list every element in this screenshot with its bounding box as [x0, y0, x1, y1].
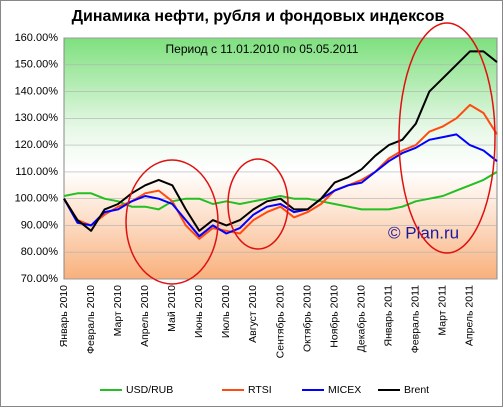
x-tick-label: Июль 2010 — [220, 285, 232, 338]
series-line — [63, 50, 498, 232]
highlight-ellipse — [398, 22, 496, 254]
x-tick-label: Декабрь 2010 — [355, 285, 367, 352]
x-tick-label: Август 2010 — [247, 285, 259, 343]
x-tick-label: Апрель 2011 — [464, 285, 476, 346]
y-tick-label: 70.00% — [21, 273, 59, 285]
legend-label: RTSI — [248, 384, 272, 396]
x-tick-label: Март 2010 — [112, 285, 124, 337]
y-tick-label: 150.00% — [15, 59, 59, 71]
x-tick-label: Ноябрь 2010 — [328, 285, 340, 348]
y-tick-label: 80.00% — [21, 246, 59, 258]
series-line — [63, 133, 498, 238]
highlight-ellipse — [125, 159, 219, 285]
x-tick-label: Март 2011 — [437, 285, 449, 336]
y-tick-label: 90.00% — [21, 219, 59, 231]
legend-label: USD/RUB — [126, 384, 173, 396]
y-tick-label: 140.00% — [15, 85, 59, 97]
x-tick-label: Сентябрь 2010 — [274, 285, 286, 358]
y-tick-label: 130.00% — [15, 112, 59, 124]
x-tick-label: Январь 2011 — [383, 285, 395, 347]
series-line — [63, 171, 498, 211]
x-tick-label: Апрель 2010 — [139, 285, 151, 347]
highlight-ellipse — [227, 158, 289, 250]
y-tick-label: 160.00% — [15, 32, 59, 44]
x-tick-label: Февраль 2011 — [410, 285, 422, 353]
subtitle: Период с 11.01.2010 по 05.05.2011 — [166, 42, 359, 56]
y-tick-label: 110.00% — [15, 166, 58, 178]
x-tick-label: Февраль 2010 — [85, 285, 97, 354]
chart-title: Динамика нефти, рубля и фондовых индексо… — [72, 8, 445, 25]
x-tick-label: Январь 2010 — [58, 285, 70, 347]
y-tick-label: 120.00% — [15, 139, 59, 151]
legend-label: MICEX — [328, 384, 361, 396]
watermark: © Plan.ru — [388, 223, 459, 242]
x-tick-label: Июнь 2010 — [193, 285, 205, 338]
y-tick-label: 100.00% — [15, 193, 59, 205]
x-tick-label: Май 2010 — [166, 285, 178, 332]
x-tick-label: Октябрь 2010 — [301, 285, 313, 352]
legend-label: Brent — [404, 384, 429, 396]
